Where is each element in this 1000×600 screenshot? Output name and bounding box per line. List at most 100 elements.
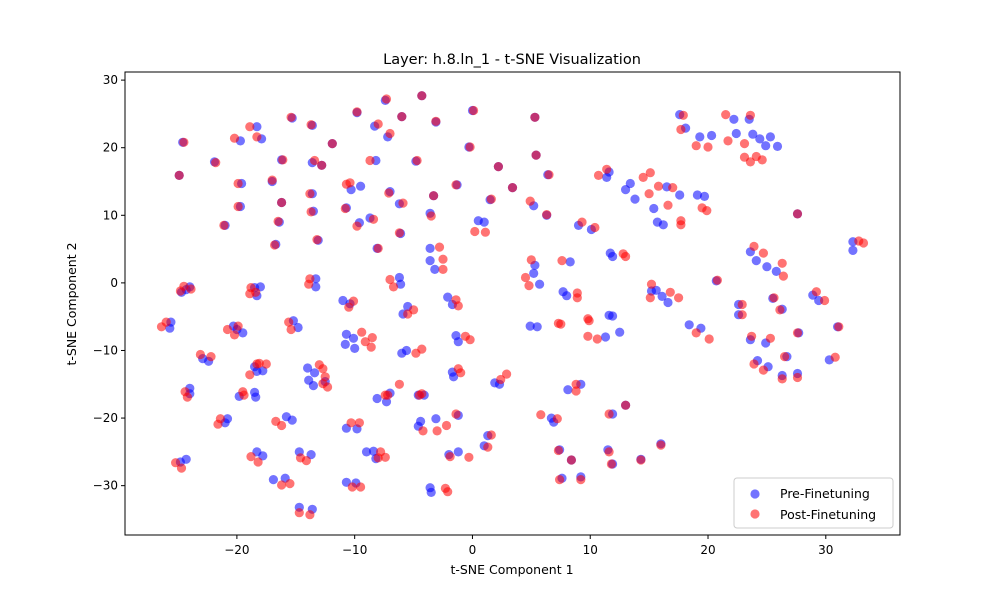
data-point <box>493 162 503 172</box>
data-point <box>414 390 425 400</box>
data-point <box>171 458 181 468</box>
data-point <box>429 191 439 201</box>
legend: Pre-Finetuning Post-Finetuning <box>733 477 894 529</box>
data-point <box>252 132 262 142</box>
data-point <box>479 217 489 227</box>
data-point <box>507 183 518 193</box>
x-axis-ticks: −20 −10 0 10 20 30 <box>224 535 833 557</box>
data-point <box>676 124 686 135</box>
data-point <box>430 264 440 274</box>
data-point <box>748 129 758 139</box>
legend-label-post-finetuning: Post-Finetuning <box>780 507 876 522</box>
data-point <box>252 122 262 132</box>
data-point <box>646 279 657 289</box>
data-point <box>381 94 392 104</box>
data-point <box>792 328 803 338</box>
data-point <box>678 110 688 120</box>
data-point <box>775 305 785 315</box>
data-point <box>245 122 255 132</box>
data-point <box>305 510 315 520</box>
data-point <box>649 203 659 214</box>
x-tick-label: −10 <box>342 543 367 557</box>
y-axis-ticks: −30 −20 −10 0 10 20 30 <box>93 73 125 493</box>
data-point <box>394 379 404 389</box>
data-point <box>340 203 350 214</box>
data-point <box>691 141 701 151</box>
data-point <box>286 112 296 122</box>
data-point <box>354 418 364 428</box>
scatter-points <box>156 91 869 520</box>
data-point <box>638 172 648 182</box>
data-point <box>657 291 667 301</box>
data-point <box>426 211 436 221</box>
series-post-finetuning <box>156 91 869 520</box>
data-point <box>644 189 654 199</box>
data-point <box>645 293 655 303</box>
data-point <box>277 480 287 490</box>
data-point <box>396 279 406 289</box>
y-tick-label: 10 <box>103 208 118 222</box>
data-point <box>261 359 271 369</box>
data-point <box>529 268 539 278</box>
data-point <box>480 227 490 237</box>
data-point <box>721 110 731 120</box>
data-point <box>553 445 564 456</box>
data-point <box>277 197 287 208</box>
data-point <box>304 279 314 289</box>
data-point <box>182 392 192 402</box>
data-point <box>834 322 844 332</box>
data-point <box>308 381 318 391</box>
data-point <box>432 426 442 436</box>
data-point <box>747 331 757 341</box>
data-point <box>327 139 337 149</box>
data-point <box>645 168 655 178</box>
data-point <box>350 343 360 353</box>
data-point <box>301 456 311 466</box>
data-point <box>858 238 869 248</box>
data-point <box>525 321 535 331</box>
data-point <box>268 475 278 485</box>
data-point <box>215 414 225 424</box>
data-point <box>176 463 187 473</box>
data-point <box>397 348 407 358</box>
data-point <box>566 455 577 465</box>
data-point <box>699 191 710 201</box>
data-point <box>496 374 506 385</box>
data-point <box>555 475 565 485</box>
data-point <box>443 292 453 302</box>
data-point <box>811 287 822 297</box>
data-point <box>385 274 395 285</box>
data-point <box>340 339 350 349</box>
data-point <box>246 452 256 462</box>
data-point <box>771 266 781 276</box>
data-point <box>253 457 263 467</box>
data-point <box>398 198 408 208</box>
data-point <box>388 282 399 292</box>
legend-marker-pre-finetuning <box>750 489 760 499</box>
data-point <box>723 136 733 146</box>
data-point <box>684 320 694 330</box>
data-point <box>703 142 713 152</box>
data-point <box>317 160 327 170</box>
data-point <box>536 410 546 420</box>
data-point <box>737 310 747 320</box>
data-point <box>380 452 390 462</box>
data-point <box>749 241 759 251</box>
data-point <box>745 157 756 167</box>
y-tick-label: 0 <box>110 276 118 290</box>
data-point <box>572 293 582 303</box>
data-point <box>692 190 703 200</box>
data-point <box>464 452 474 462</box>
data-point <box>245 370 255 380</box>
data-point <box>229 330 240 340</box>
data-point <box>278 155 288 165</box>
data-point <box>769 293 779 303</box>
data-point <box>412 155 422 166</box>
data-point <box>179 281 189 291</box>
data-point <box>745 110 756 120</box>
data-point <box>636 455 646 465</box>
data-point <box>772 141 783 151</box>
data-point <box>267 175 277 185</box>
data-point <box>675 190 685 200</box>
